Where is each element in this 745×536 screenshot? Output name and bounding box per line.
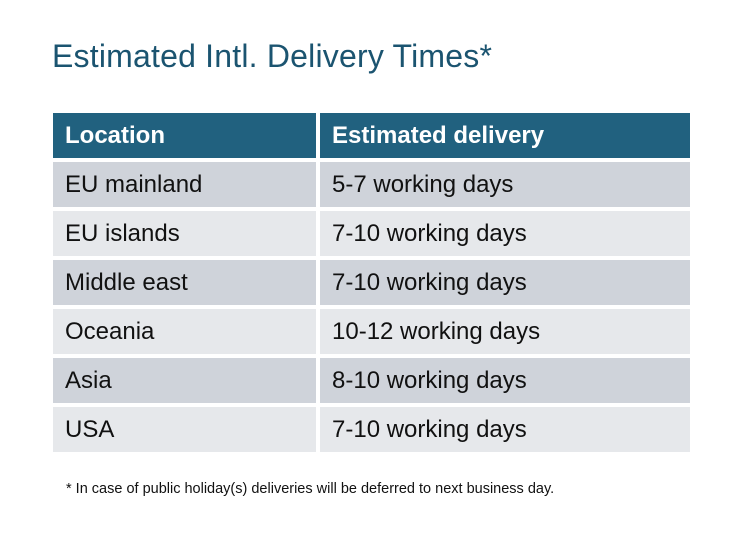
footnote: * In case of public holiday(s) deliverie… [66,481,555,497]
table-cell-delivery: 8-10 working days [320,358,690,403]
table-cell-location: EU islands [53,211,316,256]
table-cell-location: EU mainland [53,162,316,207]
delivery-table: Location Estimated delivery EU mainland … [53,113,690,452]
table-cell-location: USA [53,407,316,452]
column-header-estimated-delivery: Estimated delivery [320,113,690,158]
column-header-location: Location [53,113,316,158]
table-cell-location: Asia [53,358,316,403]
table-cell-delivery: 5-7 working days [320,162,690,207]
page-title: Estimated Intl. Delivery Times* [52,38,493,74]
table-cell-delivery: 7-10 working days [320,211,690,256]
table-cell-location: Middle east [53,260,316,305]
table-cell-delivery: 7-10 working days [320,407,690,452]
table-cell-delivery: 10-12 working days [320,309,690,354]
table-cell-location: Oceania [53,309,316,354]
table-cell-delivery: 7-10 working days [320,260,690,305]
